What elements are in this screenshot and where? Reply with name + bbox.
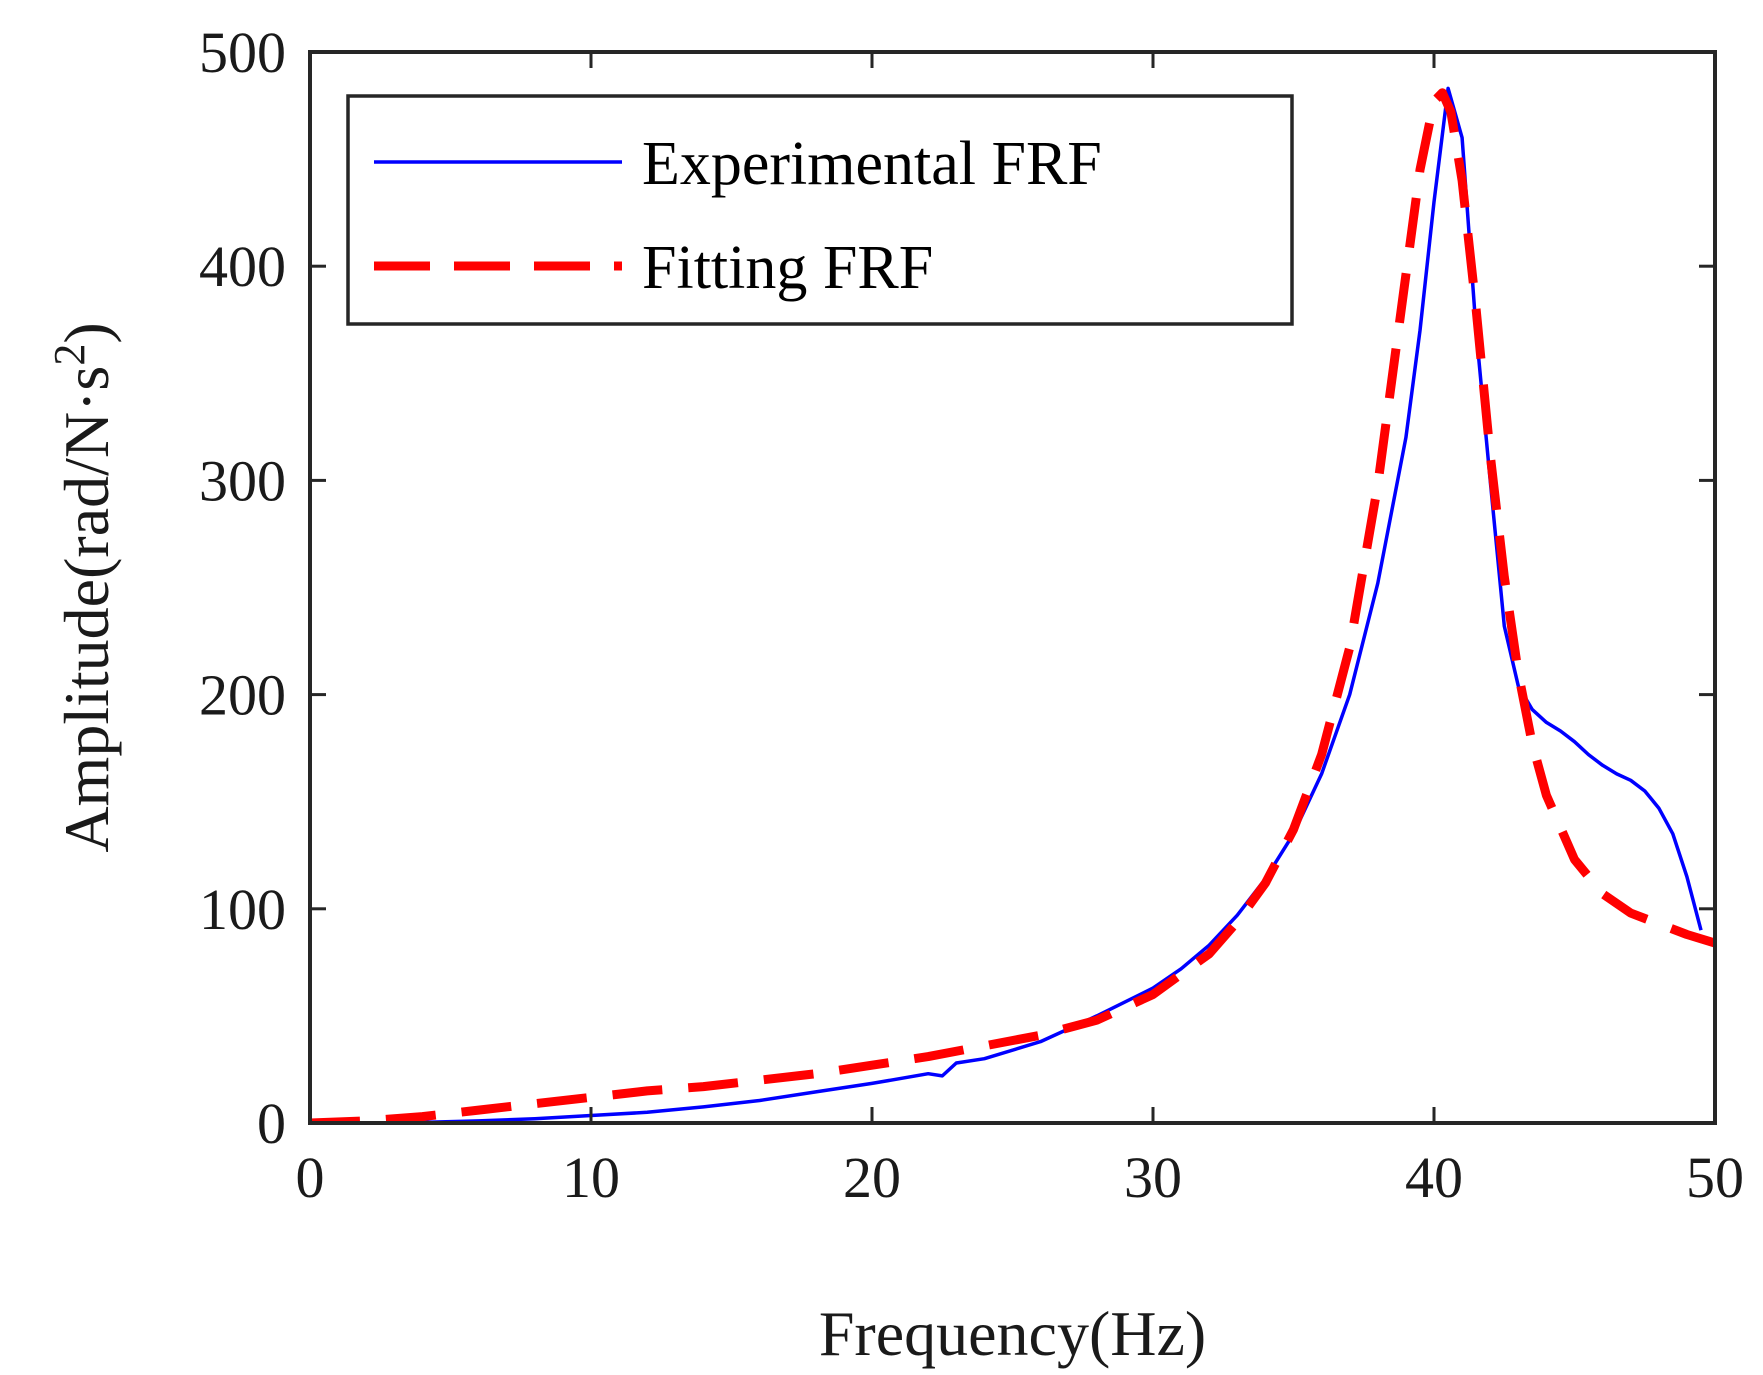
axes: 0 10 20 30 40 500100200300400500Frequency(Hz)… — [45, 20, 1744, 1369]
y-axis-title: Amplitude(rad/N·s2) — [45, 322, 122, 852]
y-tick-label-200: 200 — [199, 663, 286, 728]
legend-label-experimental-frf: Experimental FRF — [642, 130, 1102, 198]
x-tick-label-10: 10 — [562, 1145, 620, 1210]
plot-area — [310, 86, 1715, 1123]
y-axis-title-main: Amplitude(rad/N·s — [51, 366, 122, 853]
x-axis-title: Frequency(Hz) — [819, 1298, 1206, 1369]
series-line-fitting-frf — [310, 88, 1715, 1123]
y-tick-label-400: 400 — [199, 234, 286, 299]
series-line-experimental-frf — [310, 86, 1703, 1123]
x-tick-label-40: 40 — [1405, 1145, 1463, 1210]
legend-box — [346, 94, 1294, 326]
legend-label-fitting-frf: Fitting FRF — [642, 234, 933, 302]
x-tick-label-50: 50 — [1686, 1145, 1744, 1210]
x-tick-label-0: 0 — [296, 1145, 325, 1210]
axes-frame — [308, 50, 1717, 1125]
y-tick-label-300: 300 — [199, 448, 286, 513]
y-tick-label-0: 0 — [257, 1091, 286, 1156]
legend: Experimental FRF Fitting FRF — [346, 94, 1294, 326]
y-axis-title-superscript: 2 — [45, 344, 94, 366]
y-axis-title-close: ) — [51, 322, 122, 343]
x-tick-label-30: 30 — [1124, 1145, 1182, 1210]
x-tick-label-20: 20 — [843, 1145, 901, 1210]
y-tick-label-500: 500 — [199, 20, 286, 85]
y-tick-label-100: 100 — [199, 877, 286, 942]
